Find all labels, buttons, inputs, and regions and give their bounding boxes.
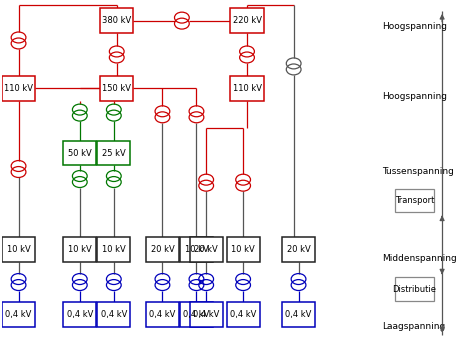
Bar [230, 8, 264, 33]
Text: 220 kV: 220 kV [233, 16, 262, 25]
Text: 10 kV: 10 kV [7, 245, 30, 254]
Text: 110 kV: 110 kV [233, 84, 262, 93]
Bar [63, 302, 96, 327]
Text: 380 kV: 380 kV [102, 16, 131, 25]
Text: 0,4 kV: 0,4 kV [230, 310, 256, 319]
Text: 0,4 kV: 0,4 kV [100, 310, 127, 319]
Text: 0,4 kV: 0,4 kV [193, 310, 219, 319]
Bar [2, 76, 35, 100]
Bar [190, 237, 223, 262]
Bar [282, 302, 315, 327]
Text: 20 kV: 20 kV [287, 245, 310, 254]
Text: 10 kV: 10 kV [184, 245, 209, 254]
Text: 0,4 kV: 0,4 kV [149, 310, 176, 319]
Text: 0,4 kV: 0,4 kV [5, 310, 32, 319]
Text: Middenspanning: Middenspanning [382, 254, 457, 263]
Bar [97, 141, 130, 165]
Bar [97, 302, 130, 327]
Text: 50 kV: 50 kV [68, 149, 91, 157]
Text: 20 kV: 20 kV [194, 245, 218, 254]
Text: 110 kV: 110 kV [4, 84, 33, 93]
Bar [227, 237, 260, 262]
Text: Hoogspanning: Hoogspanning [382, 22, 447, 31]
Bar [190, 302, 223, 327]
Text: Tussenspanning: Tussenspanning [382, 167, 454, 176]
Text: 10 kV: 10 kV [68, 245, 91, 254]
Bar [100, 8, 133, 33]
Bar [146, 237, 179, 262]
Text: Hoogspanning: Hoogspanning [382, 92, 447, 101]
Bar [180, 302, 213, 327]
Text: Distributie: Distributie [392, 285, 437, 294]
Bar [146, 302, 179, 327]
Bar [230, 76, 264, 100]
Bar [2, 302, 35, 327]
Text: Laagspanning: Laagspanning [382, 322, 446, 331]
Bar [180, 237, 213, 262]
Text: 150 kV: 150 kV [102, 84, 131, 93]
Bar [395, 277, 434, 301]
Text: 0,4 kV: 0,4 kV [67, 310, 93, 319]
Bar [2, 237, 35, 262]
Bar [100, 76, 133, 100]
Bar [63, 141, 96, 165]
Text: 10 kV: 10 kV [231, 245, 255, 254]
Text: Transport: Transport [395, 196, 434, 205]
Text: 0,4 kV: 0,4 kV [285, 310, 312, 319]
Bar [63, 237, 96, 262]
Bar [97, 237, 130, 262]
Bar [282, 237, 315, 262]
Text: 25 kV: 25 kV [102, 149, 126, 157]
Text: 10 kV: 10 kV [102, 245, 126, 254]
Text: 20 kV: 20 kV [151, 245, 174, 254]
Bar [227, 302, 260, 327]
Text: 0,4 kV: 0,4 kV [183, 310, 210, 319]
Bar [395, 189, 434, 213]
